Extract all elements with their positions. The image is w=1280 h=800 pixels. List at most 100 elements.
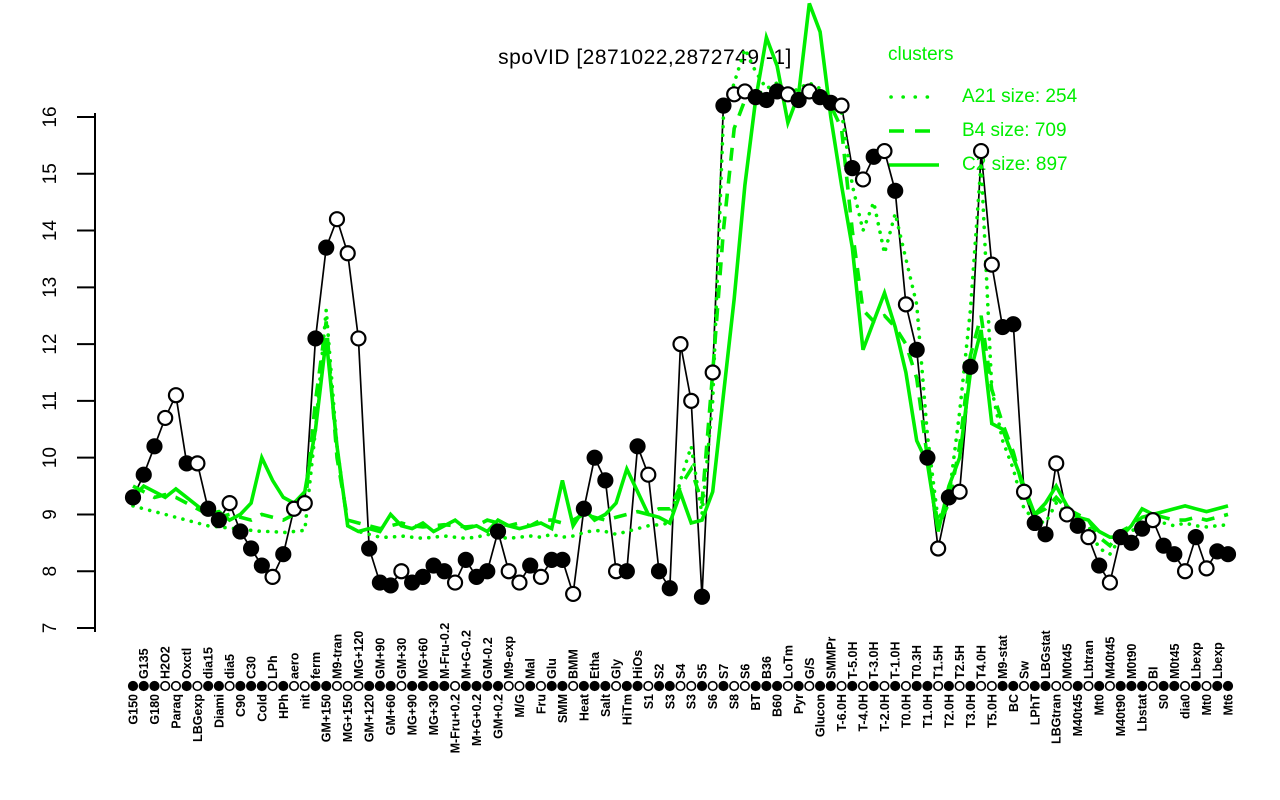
data-point bbox=[543, 551, 560, 568]
x-category-label: BMM bbox=[567, 649, 581, 679]
condition-marker bbox=[278, 680, 289, 692]
data-point bbox=[822, 94, 839, 111]
x-category-label: nit bbox=[298, 693, 312, 709]
x-category-label: Mt6 bbox=[1222, 694, 1236, 716]
condition-marker bbox=[353, 680, 364, 692]
data-point bbox=[500, 563, 517, 580]
x-category-label: T2.0H bbox=[942, 694, 956, 728]
condition-marker bbox=[804, 680, 815, 692]
condition-marker bbox=[310, 680, 321, 692]
condition-marker bbox=[782, 680, 793, 692]
condition-marker bbox=[203, 680, 214, 692]
data-point bbox=[844, 160, 861, 177]
data-point bbox=[522, 557, 539, 574]
condition-marker bbox=[707, 680, 718, 692]
data-point bbox=[436, 563, 453, 580]
condition-marker bbox=[696, 680, 708, 692]
data-point bbox=[382, 577, 399, 594]
x-category-label: B36 bbox=[760, 656, 774, 679]
condition-marker bbox=[578, 680, 589, 692]
x-category-label: Cold bbox=[255, 694, 269, 722]
x-category-label: GM+150 bbox=[320, 694, 334, 742]
data-point bbox=[178, 455, 195, 472]
data-point bbox=[801, 83, 818, 100]
condition-marker bbox=[192, 680, 203, 692]
condition-marker bbox=[1094, 680, 1105, 692]
x-category-label: T-4.0H bbox=[857, 694, 871, 732]
x-category-label: M0t45 bbox=[1168, 644, 1182, 679]
x-category-label: Pyr bbox=[792, 694, 806, 714]
x-category-label: G150 bbox=[127, 694, 141, 725]
condition-marker bbox=[213, 680, 224, 692]
x-category-label: H2O2 bbox=[159, 646, 173, 679]
condition-marker bbox=[1061, 680, 1073, 692]
data-point bbox=[1187, 529, 1204, 546]
data-point bbox=[1080, 529, 1097, 546]
y-tick-label: 11 bbox=[40, 391, 61, 411]
x-category-label: T4.0H bbox=[975, 645, 989, 679]
data-point bbox=[350, 330, 367, 347]
x-category-label: T3.0H bbox=[964, 694, 978, 728]
condition-marker bbox=[986, 680, 997, 692]
data-point bbox=[672, 336, 689, 353]
x-category-label: M-Fru-0.2 bbox=[438, 623, 452, 679]
x-category-label: SMM bbox=[556, 694, 570, 723]
x-category-label: MG+90 bbox=[406, 694, 420, 735]
condition-marker bbox=[224, 680, 235, 692]
condition-marker bbox=[890, 680, 901, 692]
x-category-label: M+G+0.2 bbox=[470, 694, 484, 746]
data-point bbox=[919, 449, 936, 466]
data-point bbox=[1069, 517, 1086, 534]
data-point bbox=[414, 568, 431, 586]
x-category-label: C30 bbox=[245, 656, 259, 679]
condition-marker bbox=[729, 680, 740, 692]
x-category-label: S6 bbox=[706, 694, 720, 709]
x-category-label: dia5 bbox=[223, 654, 237, 679]
x-category-label: LBGstat bbox=[1039, 630, 1053, 679]
condition-marker bbox=[793, 680, 804, 692]
condition-marker bbox=[385, 680, 396, 692]
data-point bbox=[962, 358, 979, 375]
x-category-label: T-3.0H bbox=[867, 641, 881, 679]
data-point bbox=[328, 211, 346, 228]
condition-marker bbox=[1158, 680, 1169, 692]
data-point bbox=[661, 580, 678, 597]
x-category-label: GM+30 bbox=[395, 638, 409, 679]
x-category-label: S1 bbox=[642, 694, 656, 709]
x-category-label: GM+0.2 bbox=[492, 694, 506, 739]
x-category-label: Mt0 bbox=[1093, 694, 1107, 716]
data-point bbox=[242, 540, 260, 557]
condition-marker bbox=[428, 680, 439, 692]
condition-marker bbox=[299, 680, 310, 692]
condition-marker bbox=[1115, 680, 1126, 692]
legend-label-b4: B4 size: 709 bbox=[962, 120, 1067, 141]
data-point bbox=[285, 500, 303, 517]
x-category-label: LPhT bbox=[1028, 694, 1042, 726]
x-category-label: S2 bbox=[653, 664, 667, 679]
data-point bbox=[189, 455, 206, 472]
condition-marker bbox=[235, 680, 246, 692]
data-point bbox=[167, 387, 185, 404]
data-point bbox=[833, 97, 850, 114]
data-point bbox=[618, 563, 635, 580]
data-point bbox=[1198, 560, 1215, 577]
condition-marker bbox=[568, 680, 579, 692]
condition-marker bbox=[449, 680, 461, 692]
data-point bbox=[425, 557, 442, 574]
x-category-label: Lbexp bbox=[1189, 642, 1203, 679]
data-point bbox=[157, 409, 174, 427]
x-category-label: Diami bbox=[212, 694, 226, 728]
data-point bbox=[597, 472, 614, 489]
x-category-label: BT bbox=[749, 694, 763, 711]
data-point bbox=[1219, 546, 1237, 563]
data-point bbox=[715, 97, 732, 114]
condition-marker bbox=[1147, 680, 1158, 692]
legend-entry-b4: B4 size: 709 bbox=[888, 114, 1077, 148]
x-category-label: GM+60 bbox=[384, 694, 398, 735]
x-category-label: HiOs bbox=[631, 650, 645, 679]
data-point bbox=[951, 483, 968, 500]
x-category-label: GM+120 bbox=[363, 694, 377, 742]
condition-marker bbox=[589, 680, 600, 692]
x-category-label: M+G-0.2 bbox=[459, 630, 473, 679]
x-category-label: T0.0H bbox=[899, 694, 913, 728]
